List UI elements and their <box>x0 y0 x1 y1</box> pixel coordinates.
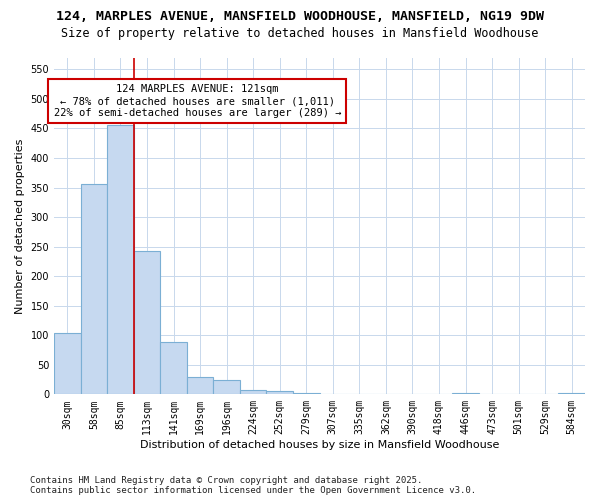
Text: Contains HM Land Registry data © Crown copyright and database right 2025.
Contai: Contains HM Land Registry data © Crown c… <box>30 476 476 495</box>
Bar <box>107 125 134 394</box>
X-axis label: Distribution of detached houses by size in Mansfield Woodhouse: Distribution of detached houses by size … <box>140 440 499 450</box>
Y-axis label: Number of detached properties: Number of detached properties <box>15 138 25 314</box>
Bar <box>452 392 479 394</box>
Bar <box>293 392 320 394</box>
Bar <box>134 250 160 394</box>
Bar <box>187 376 214 394</box>
Bar <box>54 333 80 394</box>
Text: 124, MARPLES AVENUE, MANSFIELD WOODHOUSE, MANSFIELD, NG19 9DW: 124, MARPLES AVENUE, MANSFIELD WOODHOUSE… <box>56 10 544 23</box>
Text: Size of property relative to detached houses in Mansfield Woodhouse: Size of property relative to detached ho… <box>61 28 539 40</box>
Bar <box>266 392 293 394</box>
Bar <box>160 342 187 394</box>
Bar <box>559 392 585 394</box>
Bar <box>240 390 266 394</box>
Bar <box>214 380 240 394</box>
Bar <box>80 184 107 394</box>
Text: 124 MARPLES AVENUE: 121sqm
← 78% of detached houses are smaller (1,011)
22% of s: 124 MARPLES AVENUE: 121sqm ← 78% of deta… <box>53 84 341 117</box>
